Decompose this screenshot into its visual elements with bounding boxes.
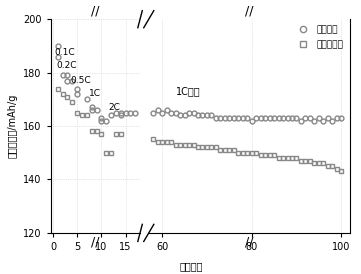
Text: 2C: 2C: [109, 103, 121, 112]
Text: 0.2C: 0.2C: [57, 61, 77, 70]
Text: 循环序号: 循环序号: [179, 261, 203, 271]
Text: 1C充放: 1C充放: [176, 86, 200, 96]
Text: //: //: [245, 4, 254, 17]
Text: //: //: [91, 235, 100, 248]
Y-axis label: 放电比容量/mAh/g: 放电比容量/mAh/g: [8, 94, 17, 158]
Text: 0.1C: 0.1C: [55, 48, 75, 57]
Text: 0.5C: 0.5C: [70, 76, 91, 85]
Text: 1C: 1C: [89, 90, 101, 98]
Text: //: //: [245, 235, 254, 248]
Legend: 锂溶胶法, 机械混磨法: 锂溶胶法, 机械混磨法: [293, 24, 345, 51]
Text: //: //: [91, 4, 100, 17]
